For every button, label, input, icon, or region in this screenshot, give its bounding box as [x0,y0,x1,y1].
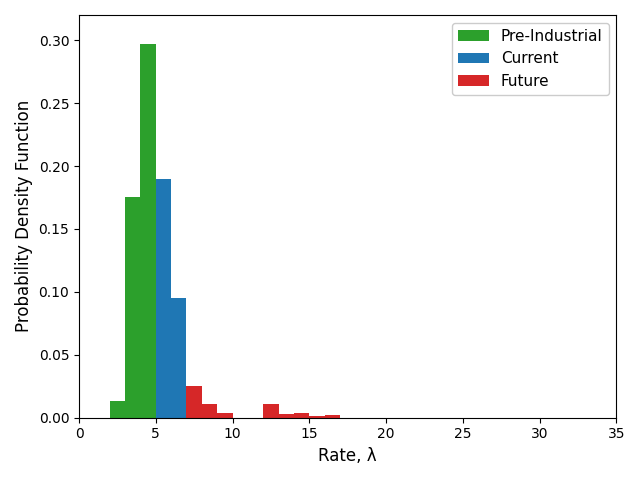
Bar [202,404,217,418]
X-axis label: Rate, λ: Rate, λ [318,447,377,465]
Bar [309,417,324,418]
Bar [140,134,156,418]
Bar [140,44,156,418]
Bar [140,78,156,418]
Legend: Pre-Industrial, Current, Future: Pre-Industrial, Current, Future [452,23,609,95]
Bar [263,404,278,418]
Bar [156,254,171,418]
Bar [278,414,294,418]
Bar [324,415,340,418]
Bar [109,408,125,418]
Bar [125,235,140,418]
Bar [109,401,125,418]
Y-axis label: Probability Density Function: Probability Density Function [15,100,33,333]
Bar [217,413,232,418]
Bar [125,197,140,418]
Bar [156,179,171,418]
Bar [186,386,202,418]
Bar [294,413,309,418]
Bar [171,346,186,418]
Bar [171,298,186,418]
